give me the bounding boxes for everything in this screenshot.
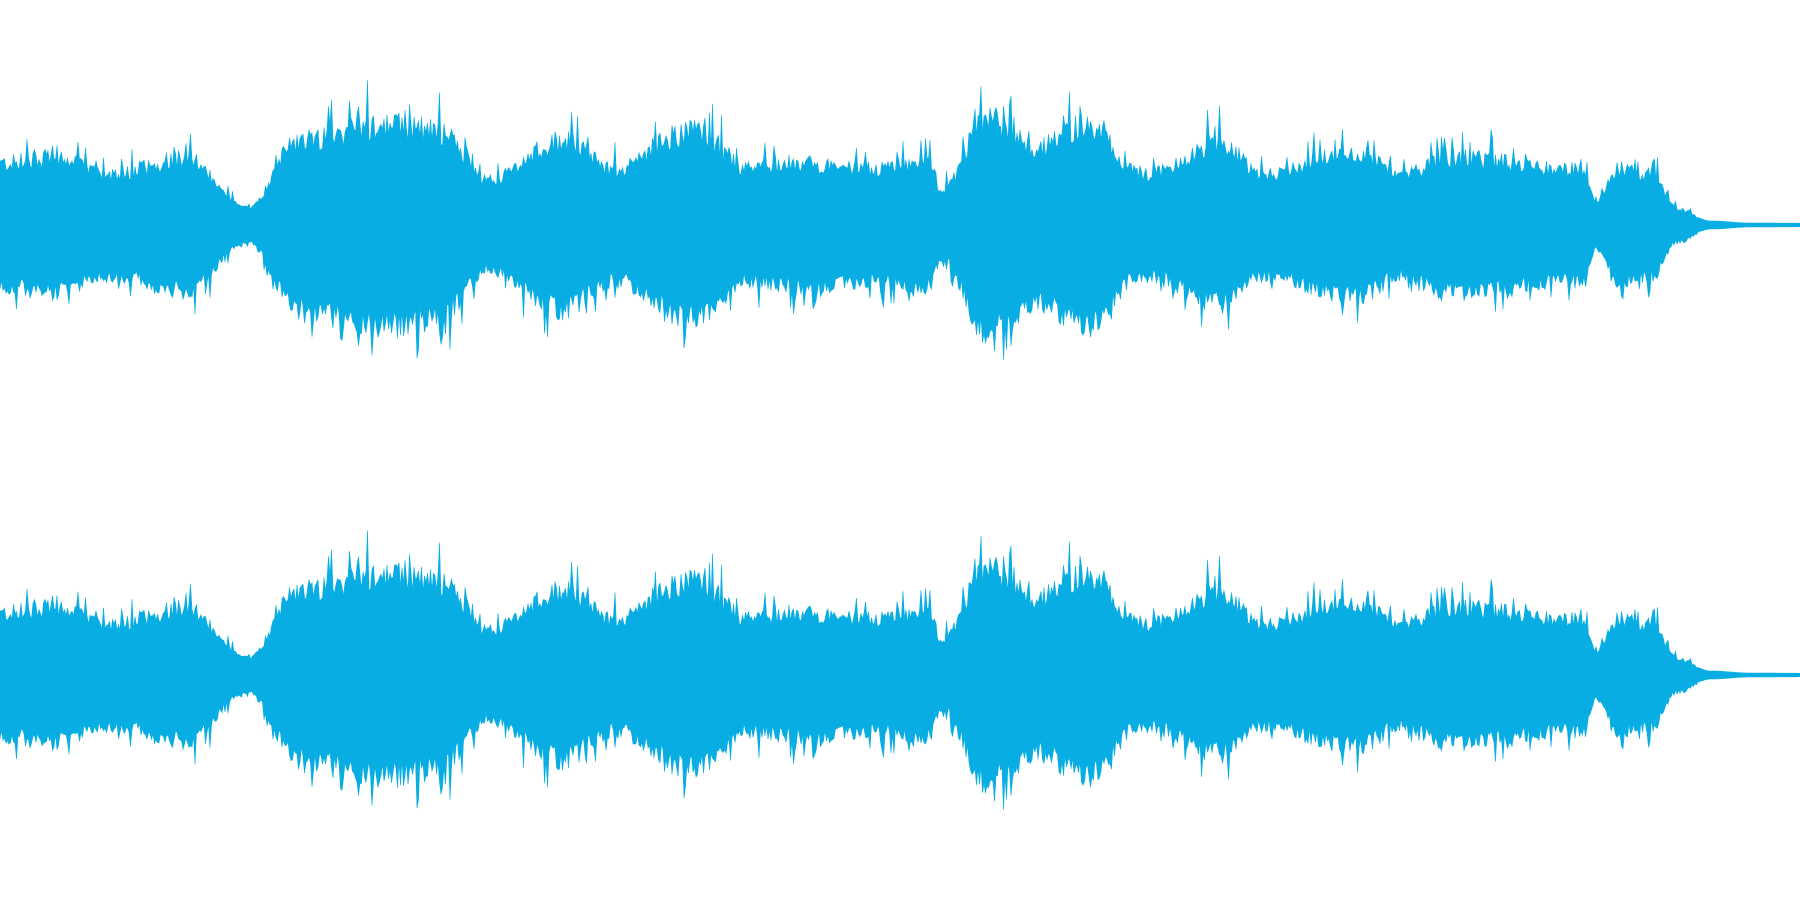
left-channel-waveform [0,80,1800,360]
right-channel-waveform [0,530,1800,810]
